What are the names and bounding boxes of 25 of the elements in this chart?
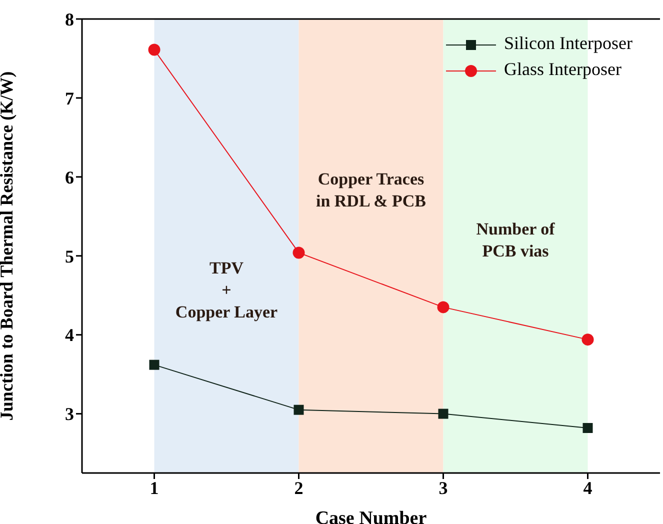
point (582, 334, 594, 346)
y-tick-label: 3 (65, 404, 74, 424)
point (148, 44, 160, 56)
y-axis-title: Junction to Board Thermal Resistance (K/W) (0, 71, 16, 421)
x-axis-title: Case Number (315, 508, 428, 524)
point (294, 404, 304, 415)
x-tick-label: 4 (583, 478, 592, 498)
point (582, 422, 593, 433)
band-label: Number of PCB vias (476, 219, 556, 260)
legend-label: Glass Interposer (503, 58, 622, 81)
band-label: TPV + Copper Layer (175, 258, 278, 322)
y-tick-label: 4 (65, 325, 74, 346)
y-tick-label: 5 (65, 246, 74, 266)
point (438, 408, 448, 419)
point (437, 301, 450, 314)
y-tick-label: 8 (65, 9, 74, 30)
y-tick-label: 6 (65, 167, 74, 188)
legend-label: Silicon Interposer (503, 32, 632, 55)
x-tick-label: 2 (294, 478, 304, 498)
point (149, 360, 160, 370)
x-tick-label: 1 (150, 478, 159, 498)
x-tick-label: 3 (438, 478, 448, 498)
y-tick-label: 7 (65, 88, 74, 108)
band-label: Copper Traces in RDL & PCB (316, 169, 426, 210)
point (292, 246, 305, 259)
